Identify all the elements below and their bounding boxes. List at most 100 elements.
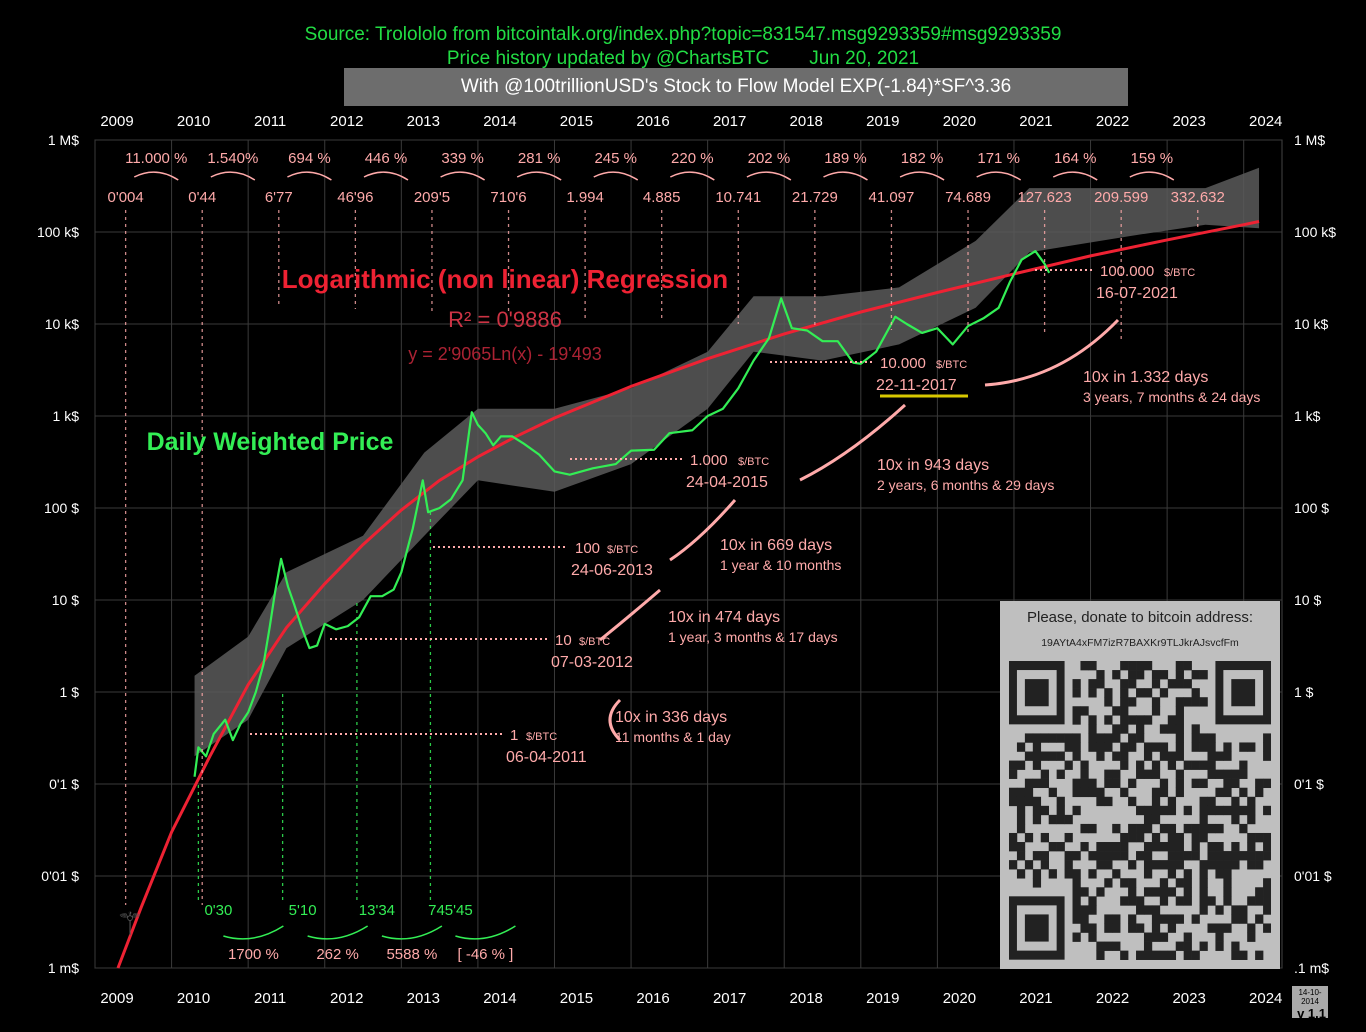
x-tick-label-bottom: 2015 <box>560 990 593 1007</box>
growth-label-top: 1.540% <box>207 150 258 167</box>
milestone-date: 07-03-2012 <box>551 654 633 671</box>
x-tick-label-bottom: 2021 <box>1019 990 1052 1007</box>
growth-arrow-top <box>210 171 256 181</box>
value-label-top: 332.632 <box>1171 189 1225 206</box>
y-tick-label-left: 1 m$ <box>48 960 79 976</box>
growth-label-top: 281 % <box>518 150 561 167</box>
value-label-bottom: 0'30 <box>204 902 232 919</box>
value-label-bottom: 13'34 <box>359 902 395 919</box>
value-label-top: 21.729 <box>792 189 838 206</box>
x-tick-label-top: 2014 <box>483 113 516 130</box>
growth-arrow-bottom <box>381 925 443 940</box>
growth-label-bottom: [ -46 % ] <box>457 946 513 963</box>
regression-title: Logarithmic (non linear) Regression <box>282 264 728 294</box>
trend-arrow <box>984 318 1120 387</box>
x-tick-label-top: 2015 <box>560 113 593 130</box>
x-tick-label-top: 2021 <box>1019 113 1052 130</box>
source-line: Source: Trolololo from bitcointalk.org/i… <box>304 24 1062 45</box>
y-tick-label-left: 1 k$ <box>53 408 80 424</box>
updated-line: Price history updated by @ChartsBTC Jun 2… <box>0 48 1366 70</box>
x-tick-label-bottom: 2019 <box>866 990 899 1007</box>
value-label-top: 41.097 <box>868 189 914 206</box>
milestone-note-detail: 3 years, 7 months & 24 days <box>1083 389 1260 405</box>
x-tick-label-top: 2018 <box>790 113 823 130</box>
milestone-note: 10x in 669 days <box>720 537 832 554</box>
x-tick-label-top: 2020 <box>943 113 976 130</box>
growth-label-bottom: 5588 % <box>386 946 437 963</box>
x-tick-label-top: 2022 <box>1096 113 1129 130</box>
x-tick-label-bottom: 2016 <box>636 990 669 1007</box>
regression-line <box>116 220 1260 969</box>
stock-to-flow-band <box>194 167 1260 757</box>
growth-arrow-top <box>746 171 792 181</box>
growth-label-top: 245 % <box>594 150 637 167</box>
value-label-top: 710'6 <box>490 189 526 206</box>
x-tick-label-bottom: 2011 <box>254 990 286 1007</box>
y-tick-label-right: 1 k$ <box>1294 408 1321 424</box>
donate-panel: Please, donate to bitcoin address: 19AYt… <box>1000 601 1280 969</box>
milestone-price: 100.000 <box>1100 263 1154 280</box>
value-label-bottom: 745'45 <box>428 902 473 919</box>
trend-arrow <box>669 499 737 562</box>
x-tick-label-bottom: 2012 <box>330 990 363 1007</box>
milestone-unit: $/BTC <box>526 731 557 743</box>
x-tick-label-bottom: 2013 <box>407 990 440 1007</box>
value-label-top: 1.994 <box>566 189 604 206</box>
y-tick-label-right: 10 k$ <box>1294 316 1328 332</box>
milestone-note-detail: 1 year & 10 months <box>720 557 841 573</box>
value-label-top: 10.741 <box>715 189 761 206</box>
milestone-price: 1 <box>510 727 518 744</box>
x-tick-label-bottom: 2020 <box>943 990 976 1007</box>
growth-arrow-top <box>1052 171 1098 181</box>
trend-arrow <box>608 698 622 742</box>
growth-label-top: 182 % <box>901 150 944 167</box>
donate-address[interactable]: 19AYtA4xFM7izR7BAXKr9TLJkrAJsvcfFm <box>1041 637 1239 649</box>
model-banner: With @100trillionUSD's Stock to Flow Mod… <box>344 68 1128 106</box>
growth-label-top: 164 % <box>1054 150 1097 167</box>
x-tick-label-top: 2011 <box>254 113 286 130</box>
version-label: v 1.1 <box>1297 1006 1326 1021</box>
updated-date: Jun 20, 2021 <box>809 48 920 69</box>
milestone-date: 22-11-2017 <box>876 377 957 394</box>
value-label-top: 0'44 <box>188 189 216 206</box>
version-badge: 14-10-2014 v 1.1 <box>1292 986 1328 1021</box>
growth-arrow-top <box>440 171 485 181</box>
milestone-date: 06-04-2011 <box>506 749 587 766</box>
logo-icon: ⚚ <box>116 906 145 942</box>
qr-code[interactable] <box>1009 661 1271 961</box>
x-tick-label-bottom: 2022 <box>1096 990 1129 1007</box>
value-label-top: 209'5 <box>414 189 450 206</box>
x-tick-label-top: 2019 <box>866 113 899 130</box>
milestone-price: 1.000 <box>690 452 728 469</box>
value-label-top: 127.623 <box>1017 189 1071 206</box>
value-label-top: 4.885 <box>643 189 681 206</box>
x-tick-label-bottom: 2018 <box>790 990 823 1007</box>
growth-arrow-top <box>1129 171 1175 181</box>
milestone-unit: $/BTC <box>936 359 967 371</box>
milestone-note: 10x in 474 days <box>668 609 780 626</box>
x-tick-label-top: 2023 <box>1172 113 1205 130</box>
y-tick-label-left: 10 k$ <box>45 316 79 332</box>
milestone-note: 10x in 336 days <box>615 709 727 726</box>
milestone-price: 10 <box>555 632 572 649</box>
y-tick-label-right: 1 M$ <box>1294 132 1325 148</box>
y-tick-label-right: 0'1 $ <box>1294 776 1324 792</box>
growth-arrow-top <box>899 171 945 181</box>
growth-arrow-bottom <box>223 925 284 940</box>
growth-label-top: 159 % <box>1131 150 1174 167</box>
growth-label-top: 220 % <box>671 150 714 167</box>
x-tick-label-bottom: 2024 <box>1249 990 1282 1007</box>
y-tick-label-left: 1 M$ <box>48 132 79 148</box>
growth-label-top: 171 % <box>977 150 1020 167</box>
milestone-price: 10.000 <box>880 355 926 372</box>
growth-arrow-top <box>287 171 332 181</box>
growth-arrow-top <box>823 171 868 181</box>
y-tick-label-right: 100 $ <box>1294 500 1329 516</box>
milestone-note: 10x in 943 days <box>877 457 989 474</box>
milestone-note-detail: 1 year, 3 months & 17 days <box>668 629 838 645</box>
growth-arrow-top <box>593 171 639 181</box>
y-tick-label-left: 100 k$ <box>37 224 79 240</box>
growth-label-bottom: 262 % <box>316 946 359 963</box>
x-tick-label-bottom: 2014 <box>483 990 516 1007</box>
x-tick-label-bottom: 2023 <box>1172 990 1205 1007</box>
